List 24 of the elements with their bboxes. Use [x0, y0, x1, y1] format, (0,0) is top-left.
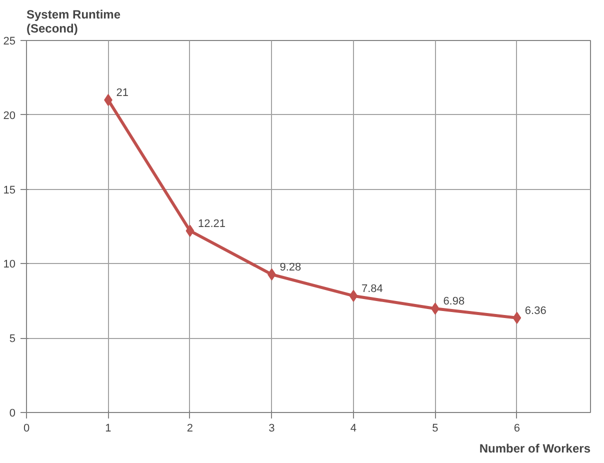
- x-tick-label: 4: [350, 422, 357, 434]
- x-tick-label: 1: [105, 422, 112, 434]
- data-label: 7.84: [361, 282, 383, 295]
- x-tick-label: 5: [432, 422, 438, 434]
- point: [349, 290, 358, 302]
- y-axis-title: System Runtime (Second): [26, 8, 121, 36]
- data-label: 12.21: [198, 218, 226, 230]
- y-tick-label: 15: [3, 184, 16, 196]
- x-tick-label: 6: [514, 422, 520, 434]
- point: [512, 312, 522, 324]
- y-tick-label: 25: [3, 36, 16, 48]
- point: [186, 224, 194, 237]
- data-label: 9.28: [280, 261, 302, 274]
- y-tick-label: 5: [9, 333, 16, 346]
- data-label: 6.98: [443, 296, 465, 308]
- x-tick-label: 2: [186, 422, 194, 434]
- x-tick-label: 0: [23, 422, 30, 434]
- x-tick-label: 3: [268, 422, 275, 434]
- y-tick-label: 10: [3, 258, 16, 271]
- y-tick-label: 0: [9, 408, 16, 420]
- y-tick-label: 20: [3, 110, 16, 122]
- data-label: 6.36: [524, 304, 546, 317]
- data-label: 21: [116, 87, 128, 100]
- x-axis-title: Number of Workers: [479, 442, 591, 456]
